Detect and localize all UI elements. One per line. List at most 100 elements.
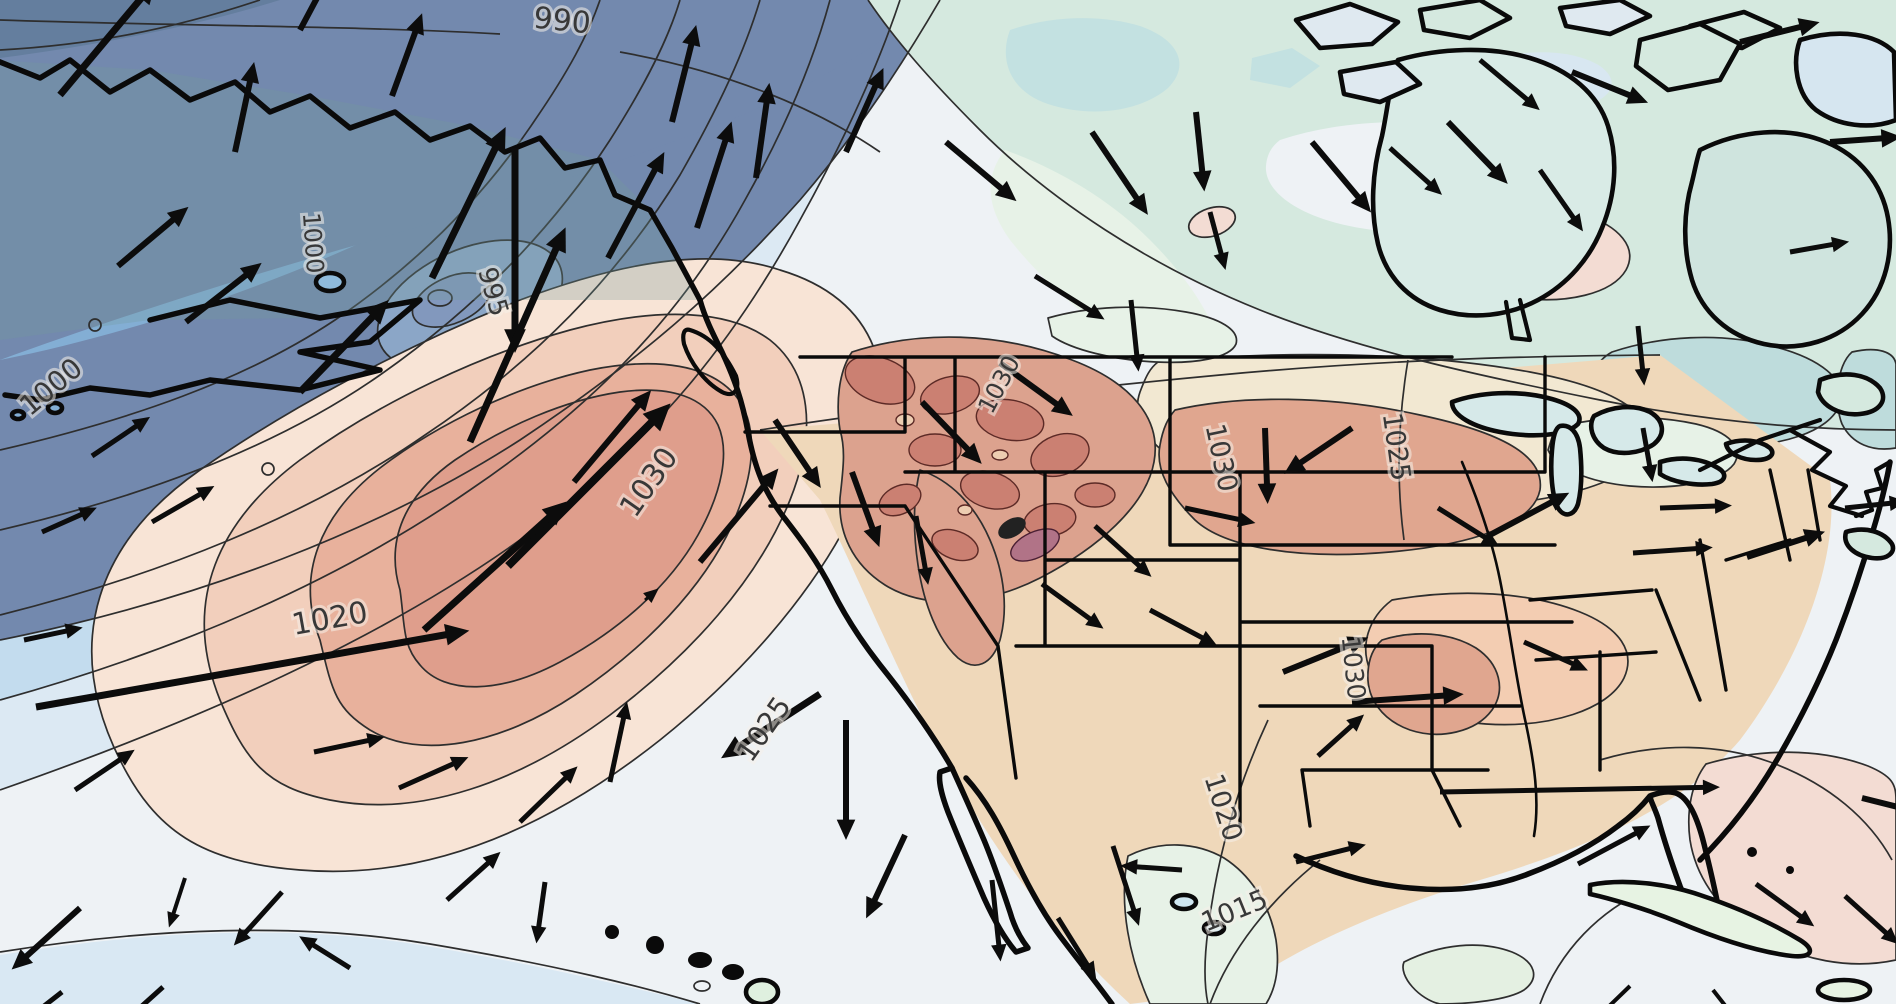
wind-arrow — [1634, 325, 1651, 386]
wind-arrow — [697, 468, 779, 564]
wind-arrow — [1316, 714, 1365, 758]
isobar-label: 1000 — [297, 211, 329, 274]
wind-arrow — [1207, 211, 1229, 270]
wind-arrow — [531, 881, 548, 944]
alaska-south-coast — [0, 57, 703, 303]
isobar-label: 990 — [532, 1, 593, 42]
wind-arrow — [721, 691, 822, 759]
wind-arrow — [40, 507, 97, 535]
wind-arrow — [643, 588, 659, 604]
wind-arrow — [1711, 988, 1727, 1004]
wind-arrow — [998, 360, 1073, 416]
wind-arrow — [1110, 845, 1142, 926]
lake-michigan — [1548, 423, 1584, 517]
wind-arrow — [297, 299, 389, 395]
wind-arrow — [35, 624, 470, 711]
lake-superior — [1449, 390, 1582, 438]
wind-arrow — [313, 732, 385, 755]
teal-patch-2 — [1250, 48, 1320, 88]
kodiak-island — [313, 270, 347, 294]
wind-arrow — [1659, 498, 1732, 514]
wind-arrow — [1632, 540, 1713, 557]
wind-arrow — [1351, 686, 1464, 705]
alaska-fjords — [2, 297, 423, 403]
maritimes-coast — [1787, 427, 1865, 519]
wind-arrow — [90, 416, 151, 459]
wind-arrow — [1843, 894, 1896, 944]
lakes-and-bays — [1370, 47, 1775, 517]
newfoundland — [1815, 372, 1886, 417]
state-borders — [743, 355, 1822, 838]
wind-arrow — [140, 985, 165, 1004]
wind-arrow — [1257, 427, 1277, 504]
wind-arrow — [421, 501, 567, 633]
wind-arrow — [1829, 129, 1896, 148]
gulf-coast — [1293, 793, 1653, 893]
wind-arrow — [428, 127, 506, 280]
wind-arrow — [866, 833, 908, 919]
great-salt-lake — [998, 517, 1026, 539]
baja-peninsula — [936, 765, 1031, 955]
wind-arrow — [57, 0, 151, 98]
yucatan-mint — [1402, 944, 1535, 1004]
wind-arrow — [571, 390, 652, 484]
wind-arrow — [1739, 18, 1820, 45]
wind-arrow — [397, 756, 469, 791]
small-island-ring-2 — [261, 462, 275, 476]
vancouver-island — [681, 327, 740, 397]
wind-arrow — [1128, 299, 1145, 372]
aleutian-island-1 — [45, 400, 65, 416]
wind-arrow — [1284, 425, 1354, 474]
wind-arrow — [1522, 639, 1588, 671]
wind-arrow — [919, 399, 982, 464]
wind-arrow — [989, 879, 1007, 962]
hispaniola — [1815, 977, 1873, 1003]
wind-arrow — [1570, 69, 1649, 104]
wind-arrow — [1309, 140, 1372, 213]
wind-arrow — [299, 936, 352, 971]
mauve-patch — [1010, 528, 1060, 562]
wind-arrow — [1754, 881, 1815, 927]
wind-arrow — [297, 0, 320, 32]
wind-arrow — [116, 206, 189, 269]
wind-arrow — [11, 905, 83, 970]
high-core-blob — [394, 389, 725, 688]
wind-arrow — [1281, 636, 1369, 675]
alaska-land-tint — [0, 60, 700, 340]
wind-arrow — [913, 515, 933, 585]
lake-huron — [1589, 404, 1665, 456]
small-island-ring-1 — [88, 318, 102, 332]
wind-arrow — [1089, 130, 1148, 215]
wind-arrow — [1192, 111, 1212, 192]
wind-arrow — [605, 152, 665, 260]
arctic-island-3 — [1557, 0, 1653, 37]
wind-arrow — [1033, 273, 1105, 320]
baffin-island — [1633, 21, 1743, 93]
wind-arrow — [232, 62, 259, 153]
wind-arrow — [1478, 58, 1540, 111]
wind-arrow — [1576, 825, 1651, 867]
wind-arrow — [849, 470, 882, 548]
nova-scotia — [1843, 527, 1896, 561]
bahama-dot-1 — [1747, 847, 1757, 857]
wind-arrow — [1040, 581, 1104, 629]
wind-arrow — [1789, 236, 1850, 255]
wind-arrow — [1148, 607, 1218, 646]
mottle-south-tongue — [913, 469, 1006, 666]
wind-arrow — [1445, 119, 1508, 184]
mexico-isle-1 — [1169, 892, 1199, 912]
closed-low-core — [427, 289, 453, 307]
hudson-bay — [1370, 47, 1617, 318]
aleutian-island-2 — [9, 408, 27, 422]
wind-arrow — [753, 82, 776, 179]
wind-arrow — [73, 749, 135, 793]
wind-arrow — [944, 139, 1017, 202]
wind-arrow — [1608, 984, 1632, 1004]
wind-arrow — [607, 701, 632, 783]
wind-arrow — [505, 403, 671, 569]
wind-arrow — [1746, 529, 1825, 560]
northeast-seaboard — [1853, 459, 1893, 519]
